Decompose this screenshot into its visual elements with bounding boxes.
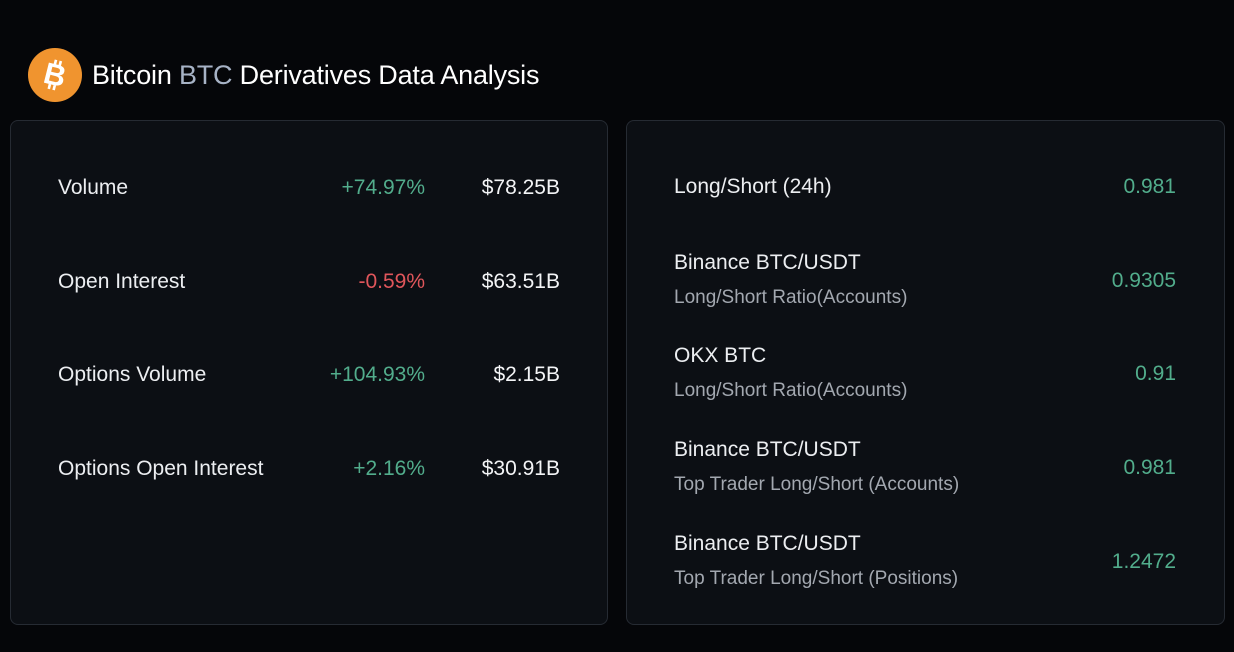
metric-label: Options Volume	[58, 363, 207, 386]
ratio-sublabel: Long/Short Ratio(Accounts)	[674, 287, 908, 308]
metric-value: $2.15B	[493, 363, 560, 386]
ratio-value: 0.91	[1135, 361, 1176, 385]
metric-change: -0.59%	[358, 270, 425, 293]
page-header: B Bitcoin BTC Derivatives Data Analysis	[28, 48, 539, 102]
metric-row-options-open-interest: Options Open Interest +2.16% $30.91B	[58, 454, 560, 484]
metric-change: +2.16%	[353, 457, 425, 480]
metric-value: $63.51B	[481, 270, 560, 293]
long-short-card: Long/Short (24h) 0.981 Binance BTC/USDT …	[626, 120, 1225, 625]
ratio-value: 0.981	[1123, 455, 1176, 479]
ratio-row-binance-accounts: Binance BTC/USDT Long/Short Ratio(Accoun…	[674, 250, 1176, 311]
title-prefix: Bitcoin	[92, 59, 179, 90]
metric-value: $30.91B	[481, 457, 560, 480]
metric-row-open-interest: Open Interest -0.59% $63.51B	[58, 267, 560, 297]
ratio-value: 1.2472	[1111, 549, 1176, 573]
metric-label: Open Interest	[58, 270, 186, 293]
ratio-label: Binance BTC/USDT	[674, 532, 861, 555]
metric-label: Volume	[58, 176, 129, 199]
metric-row-options-volume: Options Volume +104.93% $2.15B	[58, 360, 560, 390]
ratio-sublabel: Top Trader Long/Short (Accounts)	[674, 474, 960, 495]
page-title: Bitcoin BTC Derivatives Data Analysis	[92, 60, 539, 91]
ratio-label: OKX BTC	[674, 344, 767, 367]
ratio-sublabel: Long/Short Ratio(Accounts)	[674, 380, 908, 401]
title-suffix: Derivatives Data Analysis	[232, 59, 540, 90]
metric-label: Options Open Interest	[58, 457, 264, 480]
ratio-label: Binance BTC/USDT	[674, 251, 861, 274]
ratio-sublabel: Top Trader Long/Short (Positions)	[674, 568, 959, 589]
metric-row-volume: Volume +74.97% $78.25B	[58, 173, 560, 203]
ratio-row-okx-accounts: OKX BTC Long/Short Ratio(Accounts) 0.91	[674, 343, 1176, 404]
ratio-value: 0.9305	[1111, 268, 1176, 292]
ratio-row-long-short-24h: Long/Short (24h) 0.981	[674, 174, 1176, 200]
ratio-row-binance-top-accounts: Binance BTC/USDT Top Trader Long/Short (…	[674, 437, 1176, 498]
metric-change: +104.93%	[329, 363, 425, 386]
ratio-label: Binance BTC/USDT	[674, 438, 861, 461]
ratio-row-binance-top-positions: Binance BTC/USDT Top Trader Long/Short (…	[674, 531, 1176, 592]
derivatives-overview-card: Volume +74.97% $78.25B Open Interest -0.…	[10, 120, 608, 625]
metric-value: $78.25B	[481, 176, 560, 199]
bitcoin-icon: B	[28, 48, 82, 102]
ratio-value: 0.981	[1123, 175, 1176, 198]
title-ticker: BTC	[178, 59, 233, 90]
metric-change: +74.97%	[341, 176, 426, 199]
ratio-label: Long/Short (24h)	[674, 175, 832, 198]
